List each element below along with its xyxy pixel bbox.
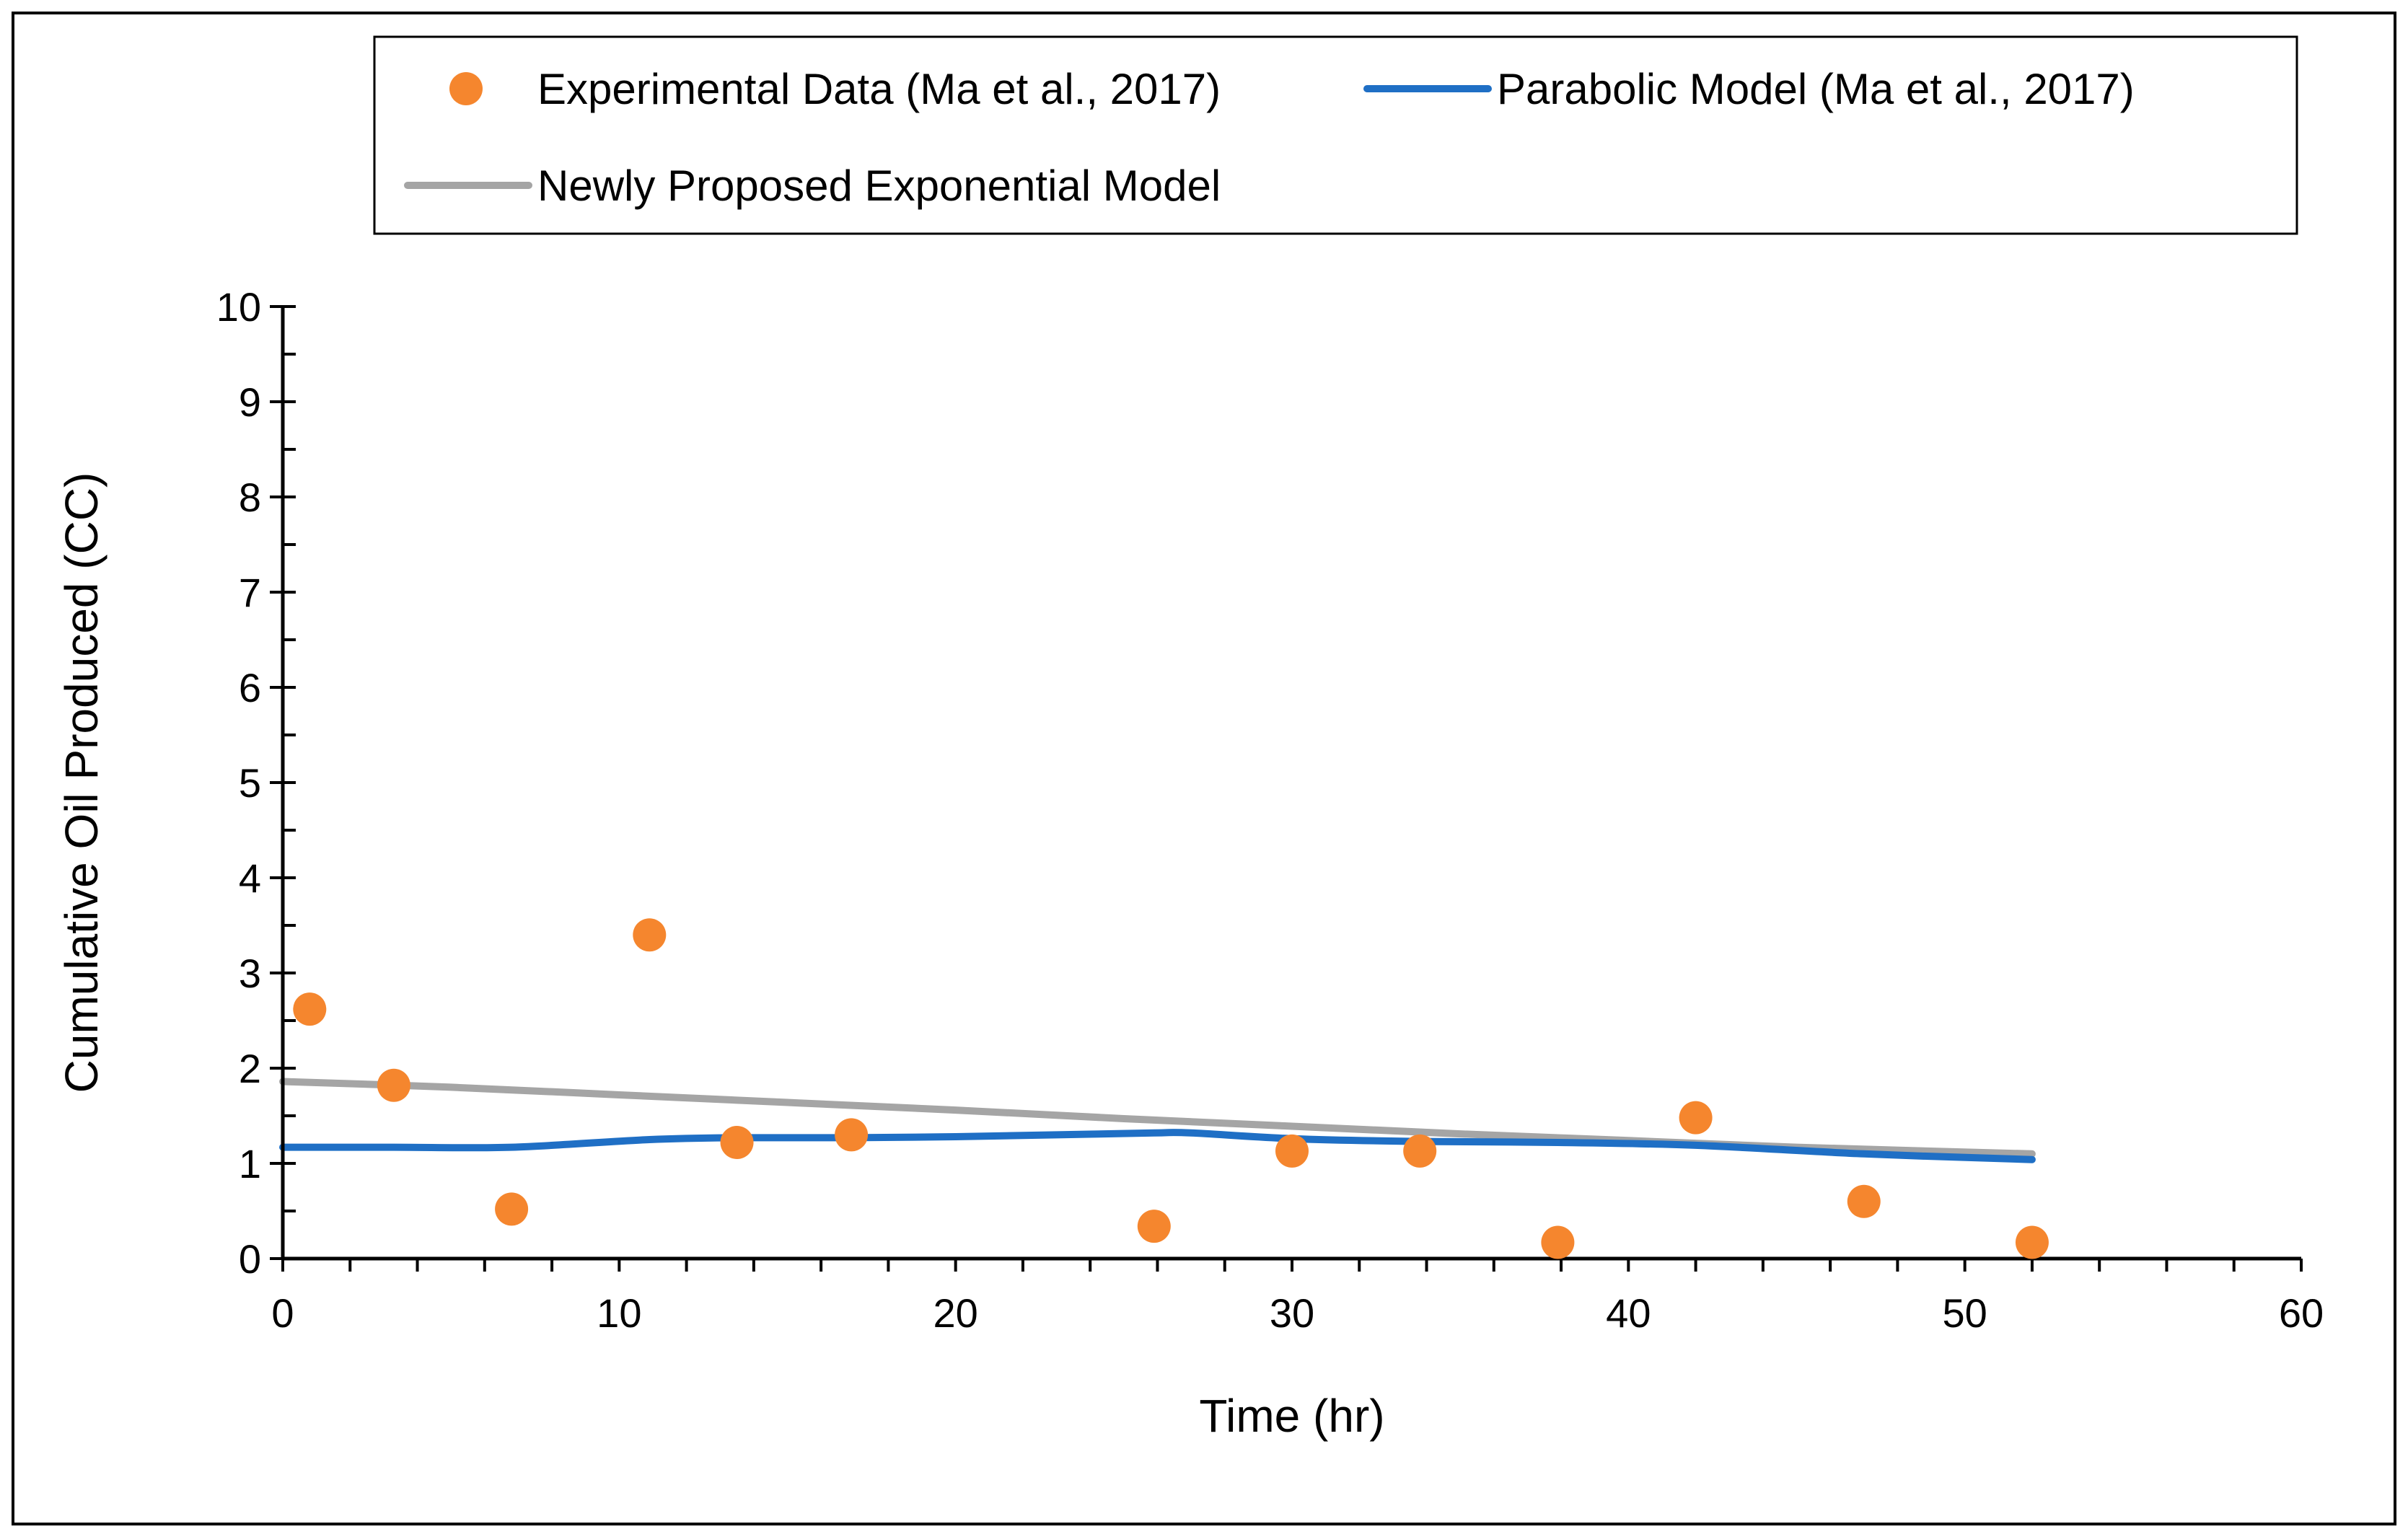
series-line-parabolic-model-ma-et-al-2017 — [279, 1129, 2036, 1163]
x-tick-label: 20 — [933, 1290, 978, 1336]
legend-label-experimental: Experimental Data (Ma et al., 2017) — [537, 65, 1221, 113]
x-tick-label: 0 — [271, 1290, 294, 1336]
y-tick-label: 9 — [239, 379, 261, 425]
y-tick-label: 2 — [239, 1046, 261, 1091]
y-tick-label: 3 — [239, 951, 261, 996]
data-point — [495, 1192, 529, 1226]
legend: Experimental Data (Ma et al., 2017) Para… — [373, 35, 2298, 235]
y-tick-label: 4 — [239, 855, 261, 901]
axes — [281, 307, 2301, 1261]
x-tick-label: 10 — [597, 1290, 641, 1336]
data-point — [1137, 1210, 1171, 1243]
series-lines — [279, 1078, 2036, 1163]
x-tick-label: 40 — [1606, 1290, 1651, 1336]
y-tick-label: 7 — [239, 570, 261, 615]
y-tick-label: 0 — [239, 1236, 261, 1282]
legend-box — [373, 35, 2298, 235]
data-point — [293, 992, 327, 1026]
x-tick-label: 50 — [1943, 1290, 1987, 1336]
legend-label-exponential: Newly Proposed Exponential Model — [537, 162, 1221, 210]
y-tick-label: 6 — [239, 665, 261, 710]
data-point — [1275, 1134, 1309, 1168]
legend-marker-experimental — [449, 72, 483, 105]
data-point — [835, 1118, 869, 1152]
data-point — [1679, 1101, 1713, 1135]
y-tick-label: 8 — [239, 475, 261, 520]
x-tick-label: 60 — [2279, 1290, 2324, 1336]
x-tick-label: 30 — [1270, 1290, 1314, 1336]
data-point — [1847, 1184, 1881, 1218]
x-axis-title: Time (hr) — [1199, 1390, 1384, 1442]
experimental-points — [293, 918, 2049, 1259]
data-point — [377, 1068, 410, 1102]
y-tick-label: 1 — [239, 1141, 261, 1186]
data-point — [2015, 1225, 2049, 1259]
y-axis-title: Cumulative Oil Produced (CC) — [56, 472, 107, 1093]
y-tick-label: 5 — [239, 760, 261, 806]
data-point — [1403, 1134, 1437, 1168]
data-point — [633, 918, 667, 952]
chart-border — [12, 12, 2396, 1525]
data-point — [720, 1125, 754, 1159]
y-tick-label: 10 — [216, 284, 261, 330]
legend-label-parabolic: Parabolic Model (Ma et al., 2017) — [1497, 65, 2135, 113]
x-axis-ticks: 0 10 20 30 40 50 60 — [271, 1259, 2324, 1336]
data-point — [1541, 1225, 1575, 1259]
y-axis-ticks: 0 1 2 3 4 5 6 7 8 9 10 — [216, 284, 296, 1282]
